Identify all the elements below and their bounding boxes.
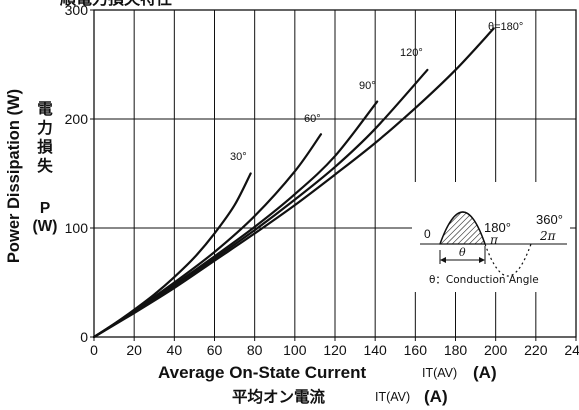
y-tick-label: 200	[65, 111, 89, 127]
x-axis-label-text: Average On-State Current	[158, 363, 366, 382]
y-tick-label: 100	[65, 220, 89, 236]
y-axis-label-jp: 電力損失	[37, 100, 53, 175]
series-label-120: 120°	[400, 47, 423, 59]
inset-label-180-rad: π	[489, 233, 499, 247]
series-label-30: 30°	[230, 151, 247, 163]
y-tick-label: 300	[65, 2, 89, 18]
y-tick-label: 0	[80, 329, 88, 345]
y-axis-ticks: 0 100 200 300	[65, 2, 94, 345]
x-tick-label: 240	[564, 342, 579, 358]
x-tick-label: 40	[167, 342, 183, 358]
y-axis-unit-jp: (W)	[33, 218, 58, 235]
x-tick-label: 60	[207, 342, 223, 358]
x-tick-label: 160	[404, 342, 428, 358]
x-tick-label: 80	[247, 342, 263, 358]
x-axis-label-unit: (A)	[473, 363, 497, 382]
x-tick-label: 140	[363, 342, 387, 358]
x-tick-label: 200	[484, 342, 508, 358]
x-axis-label-symbol: IT(AV)	[422, 366, 457, 380]
series-line-4	[92, 27, 495, 339]
x-axis-ticks: 0 20 40 60 80 100 120 140 160 180 200 220 240	[90, 337, 579, 358]
inset-theta-label: θ	[459, 246, 466, 259]
inset-half-wave-solid	[439, 211, 486, 245]
x-axis-label-jp-text: 平均オン電流	[232, 387, 326, 406]
series-label-180: θ=180°	[488, 21, 523, 33]
series-label-60: 60°	[304, 113, 321, 125]
series-line-0	[92, 172, 252, 339]
x-tick-label: 220	[524, 342, 548, 358]
series-line-3	[92, 68, 429, 339]
inset-label-zero: 0	[424, 227, 431, 241]
inset-label-180-deg: 180°	[484, 220, 511, 235]
plot-frame	[93, 9, 577, 338]
series-line-1	[92, 133, 323, 339]
y-axis-label: Power Dissipation (W)	[5, 89, 23, 263]
series-lines	[92, 27, 495, 339]
x-axis-label-jp-symbol: IT(AV)	[375, 390, 410, 404]
series-label-90: 90°	[359, 80, 376, 92]
x-axis-label-jp-unit: (A)	[424, 387, 448, 406]
x-tick-label: 100	[283, 342, 307, 358]
conduction-angle-inset: 0 180° π 360° 2π θ θ：Conduction Angle	[412, 182, 570, 292]
x-tick-label: 20	[126, 342, 142, 358]
inset-arrow-right	[479, 257, 485, 263]
inset-label-360-deg: 360°	[536, 212, 563, 227]
x-axis-label: Average On-State Current IT(AV) (A)	[158, 363, 497, 382]
inset-caption: θ：Conduction Angle	[429, 274, 539, 286]
inset-label-360-rad: 2π	[539, 229, 557, 243]
x-tick-label: 120	[323, 342, 347, 358]
inset-half-wave-dotted	[484, 243, 532, 277]
x-tick-label: 180	[444, 342, 468, 358]
y-axis-symbol-jp: P	[40, 200, 50, 217]
x-axis-label-jp: 平均オン電流 IT(AV) (A)	[232, 387, 448, 406]
x-tick-label: 0	[90, 342, 98, 358]
chart-title: 順電力損失特性	[59, 0, 172, 8]
inset-arrow-left	[440, 257, 446, 263]
